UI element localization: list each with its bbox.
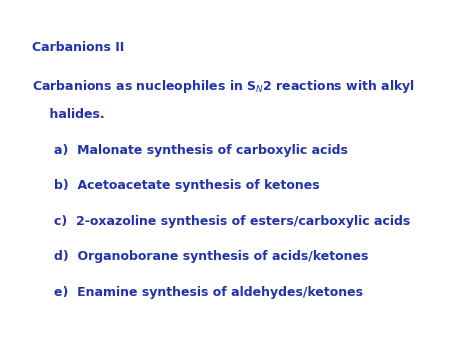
Text: Carbanions II: Carbanions II	[32, 41, 124, 53]
Text: c)  2-oxazoline synthesis of esters/carboxylic acids: c) 2-oxazoline synthesis of esters/carbo…	[54, 215, 410, 227]
Text: b)  Acetoacetate synthesis of ketones: b) Acetoacetate synthesis of ketones	[54, 179, 320, 192]
Text: Carbanions as nucleophiles in S$_{N}$2 reactions with alkyl: Carbanions as nucleophiles in S$_{N}$2 r…	[32, 78, 414, 95]
Text: d)  Organoborane synthesis of acids/ketones: d) Organoborane synthesis of acids/keton…	[54, 250, 369, 263]
Text: a)  Malonate synthesis of carboxylic acids: a) Malonate synthesis of carboxylic acid…	[54, 144, 348, 156]
Text: halides.: halides.	[32, 108, 104, 121]
Text: e)  Enamine synthesis of aldehydes/ketones: e) Enamine synthesis of aldehydes/ketone…	[54, 286, 363, 298]
